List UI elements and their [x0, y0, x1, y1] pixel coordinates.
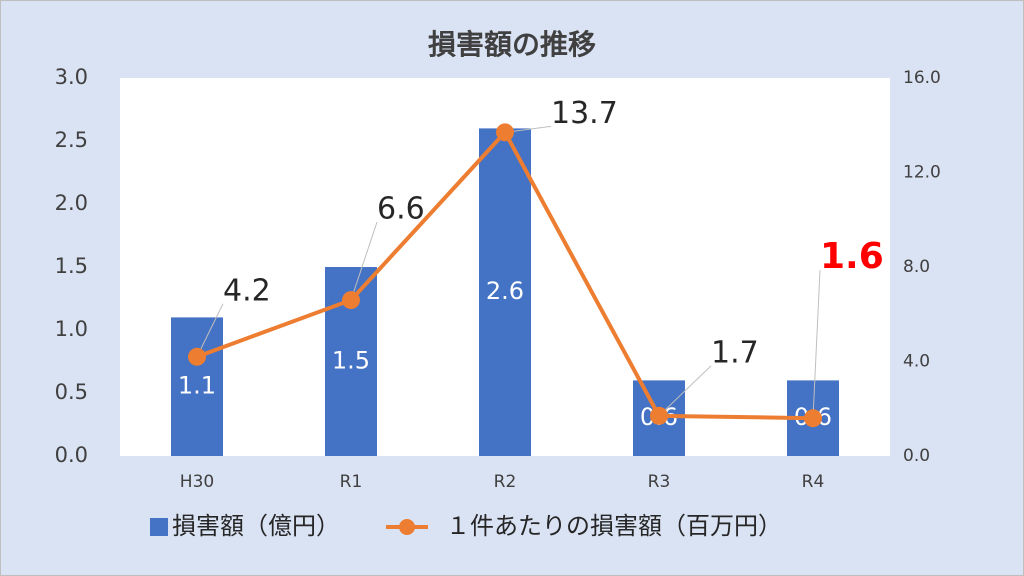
legend-label: 損害額（億円） — [172, 512, 340, 540]
leader-line — [196, 303, 224, 357]
legend-swatch — [399, 519, 415, 535]
bar-value-label: 1.1 — [178, 372, 216, 400]
y2-tick-label: 8.0 — [903, 257, 930, 277]
line-point — [650, 406, 668, 425]
bar-value-label: 2.6 — [486, 277, 524, 305]
y2-tick-label: 12.0 — [903, 163, 941, 183]
y-tick-label: 0.0 — [55, 443, 88, 467]
leader-line — [812, 270, 821, 419]
y-tick-label: 3.0 — [55, 65, 88, 89]
line-value-label: 13.7 — [551, 96, 618, 131]
x-tick-label: R1 — [340, 472, 363, 492]
line-point — [342, 291, 360, 310]
bar — [479, 128, 531, 456]
chart-title: 損害額の推移 — [428, 28, 596, 61]
legend-swatch — [150, 518, 168, 536]
x-tick-label: R4 — [802, 472, 825, 492]
line-value-label: 1.7 — [711, 335, 759, 370]
legend-label: １件あたりの損害額（百万円） — [446, 512, 782, 540]
y-tick-label: 2.0 — [55, 191, 88, 215]
line-value-label: 4.2 — [223, 273, 271, 308]
y-tick-label: 1.5 — [55, 254, 88, 278]
leader-line — [658, 365, 712, 417]
y-tick-label: 0.5 — [55, 380, 88, 404]
y2-tick-label: 16.0 — [903, 68, 941, 88]
x-tick-label: R2 — [494, 472, 517, 492]
y2-tick-label: 0.0 — [903, 446, 930, 466]
bar-value-label: 1.5 — [332, 347, 370, 375]
y2-tick-label: 4.0 — [903, 352, 930, 372]
x-tick-label: R3 — [648, 472, 671, 492]
line-point — [188, 347, 206, 366]
line-value-label: 1.6 — [820, 236, 884, 277]
y-tick-label: 2.5 — [55, 128, 88, 152]
line-value-label: 6.6 — [377, 192, 425, 227]
y-tick-label: 1.0 — [55, 317, 88, 341]
x-tick-label: H30 — [180, 472, 214, 492]
leader-line — [350, 221, 378, 301]
line-point — [496, 123, 514, 142]
bar — [171, 317, 223, 456]
line-point — [804, 409, 822, 428]
